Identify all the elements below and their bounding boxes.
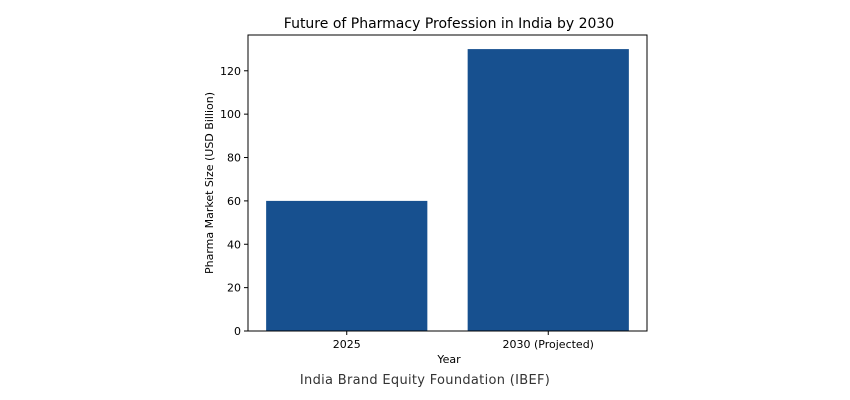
x-tick-label: 2025 [333,338,361,351]
chart-title: Future of Pharmacy Profession in India b… [284,16,614,32]
y-tick-label: 0 [234,325,241,338]
y-tick-label: 40 [227,238,241,251]
y-tick-label: 100 [220,108,241,121]
source-note: India Brand Equity Foundation (IBEF) [299,373,551,388]
x-tick-label: 2030 (Projected) [503,338,594,351]
y-tick-label: 20 [227,282,241,295]
y-tick-label: 80 [227,152,241,165]
y-axis-label: Pharma Market Size (USD Billion) [203,92,216,274]
bar-1 [467,49,629,331]
x-axis-label: Year [436,353,461,366]
bar-0 [266,200,428,331]
y-tick-label: 60 [227,195,241,208]
plot-area-frame [247,34,648,332]
y-tick-label: 120 [220,65,241,78]
